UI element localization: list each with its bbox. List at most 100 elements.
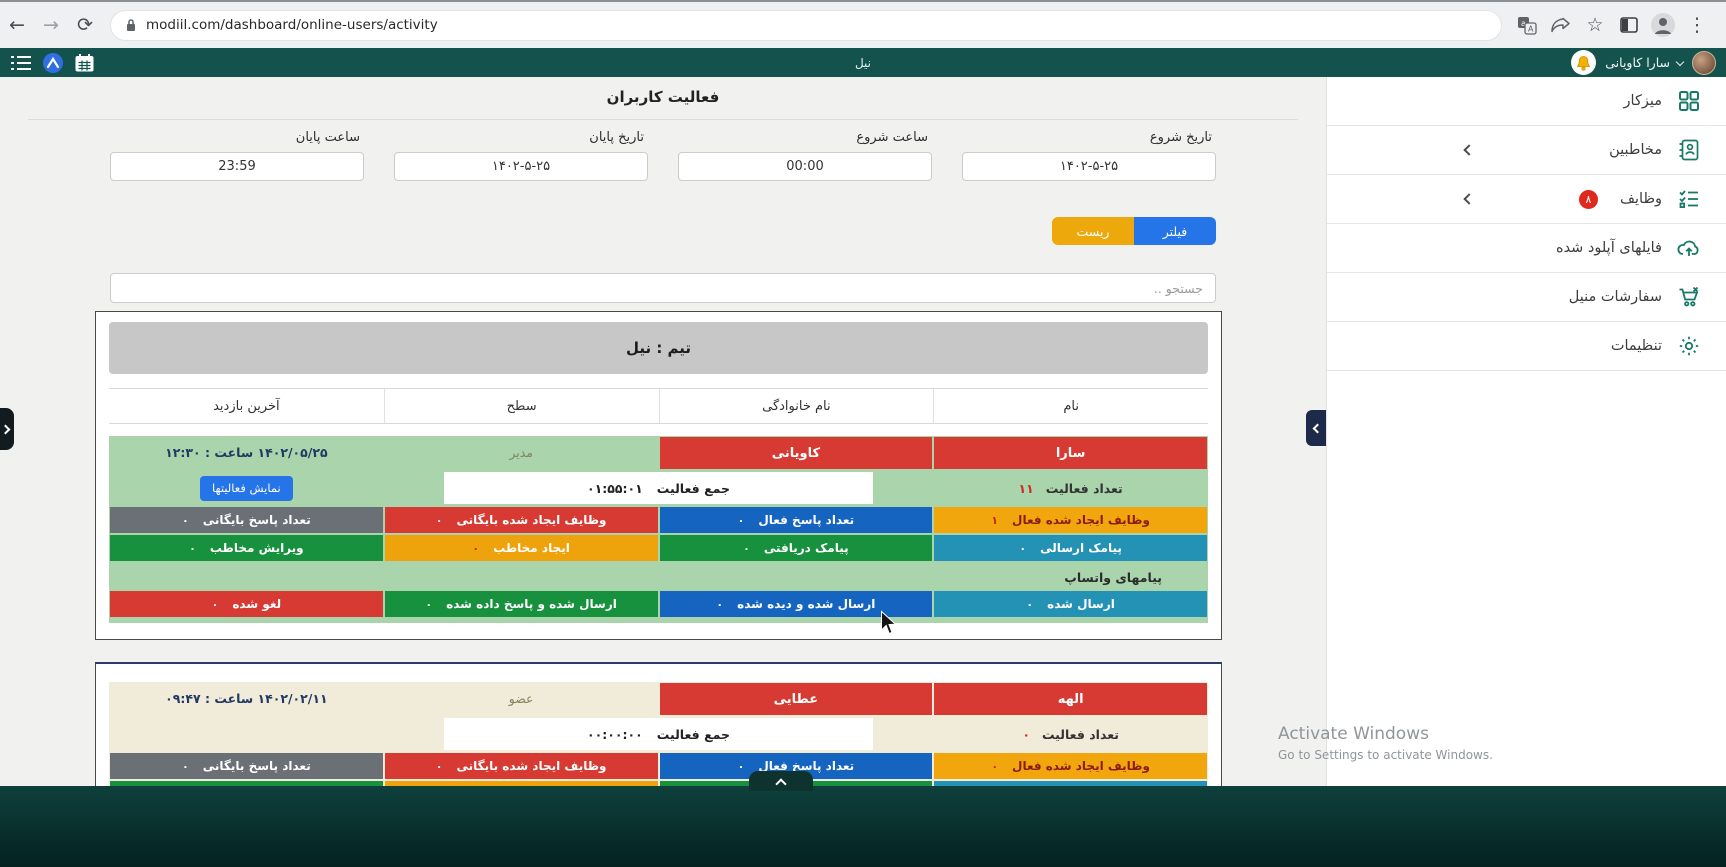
activity-row: تعداد فعالیت ۰ جمع فعالیت ۰۰:۰۰:۰۰ <box>109 718 1208 750</box>
side-panel-icon[interactable] <box>1616 8 1642 42</box>
bookmark-star-icon[interactable]: ☆ <box>1586 14 1604 36</box>
refresh-icon[interactable]: ⟳ <box>77 14 93 36</box>
reset-button[interactable]: ریست <box>1052 217 1134 245</box>
table-row: سارا کاویانی مدیر ۱۴۰۲/۰۵/۲۵ ساعت : ۱۲:۳… <box>109 436 1208 470</box>
active-tasks-stat: وظایف ایجاد شده فعال ۰ <box>934 753 1207 779</box>
end-date-input[interactable] <box>394 152 648 181</box>
chevron-right-icon <box>0 424 11 434</box>
calendar-icon[interactable] <box>74 53 95 73</box>
tasks-stats-row: وظایف ایجاد شده فعال ۱ تعداد پاسخ فعال ۰ و… <box>109 507 1208 533</box>
end-date-label: تاریخ پایان <box>589 130 644 145</box>
column-name: نام <box>933 389 1208 423</box>
start-date-input[interactable] <box>962 152 1216 181</box>
browser-toolbar: ← → ⟳ modiil.com/dashboard/online-users/… <box>0 0 1726 48</box>
modiil-logo-icon[interactable] <box>42 52 64 74</box>
avatar[interactable] <box>1692 50 1716 75</box>
archived-replies-stat: تعداد پاسخ بایگانی ۰ <box>110 507 383 533</box>
menu-kebab-icon[interactable]: ⋮ <box>1687 14 1707 36</box>
filter-buttons: فیلتر ریست <box>110 217 1216 245</box>
archived-replies-stat: تعداد پاسخ بایگانی ۰ <box>110 753 383 779</box>
main-content: فعالیت کاربران تاریخ شروع ساعت شروع تاری… <box>0 77 1326 867</box>
start-time-field-group: ساعت شروع <box>678 130 932 181</box>
table-row: الهه عطایی عضو ۱۴۰۲/۰۲/۱۱ ساعت : ۰۹:۴۷ <box>109 682 1208 716</box>
last-name-cell: عطایی <box>659 683 933 715</box>
app-top-bar: نیل سارا کاویانی <box>0 48 1726 77</box>
browser-profile-icon[interactable] <box>1650 8 1676 42</box>
sidebar-item-uploaded-files[interactable]: فایلهای آپلود شده <box>1327 224 1726 273</box>
show-activities-button[interactable]: نمایش فعالیتها <box>200 475 293 501</box>
level-cell: مدیر <box>509 444 533 460</box>
filter-button[interactable]: فیلتر <box>1134 217 1216 245</box>
activity-actions-cell: نمایش فعالیتها <box>109 472 384 504</box>
url-text: modiil.com/dashboard/online-users/activi… <box>146 17 438 33</box>
user-name-label: سارا کاویانی <box>1605 55 1670 70</box>
activity-sum-value: ۰۰:۰۰:۰۰ <box>586 726 643 742</box>
archived-tasks-stat: وظایف ایجاد شده بایگانی ۰ <box>384 753 658 779</box>
sidebar-item-label: میزکار <box>1623 93 1662 109</box>
activity-count-label: تعداد فعالیت <box>1041 726 1119 742</box>
tasks-badge: ۸ <box>1578 189 1598 209</box>
gear-icon <box>1676 335 1702 357</box>
cart-icon <box>1676 286 1702 308</box>
end-time-input[interactable] <box>110 152 364 181</box>
activity-sum-cell: جمع فعالیت ۰۰:۰۰:۰۰ <box>443 718 874 750</box>
svg-text:A: A <box>1528 25 1534 34</box>
sidebar-item-tasks[interactable]: وظایف ۸ <box>1327 175 1726 224</box>
chevron-left-icon <box>1463 144 1475 156</box>
end-date-field-group: تاریخ پایان <box>394 130 648 181</box>
first-name-cell: الهه <box>934 683 1207 715</box>
start-time-input[interactable] <box>678 152 932 181</box>
cloud-upload-icon <box>1676 237 1702 259</box>
sidebar-item-label: مخاطبین <box>1609 142 1662 158</box>
forward-icon[interactable]: → <box>43 14 59 36</box>
share-icon[interactable] <box>1548 8 1574 42</box>
last-visit-cell: ۱۴۰۲/۰۲/۱۱ ساعت : ۰۹:۴۷ <box>165 690 328 706</box>
svg-text:a: a <box>1521 19 1526 28</box>
back-icon[interactable]: ← <box>9 14 25 36</box>
sidebar-item-desk[interactable]: میزکار <box>1327 77 1726 126</box>
start-date-field-group: تاریخ شروع <box>962 130 1216 181</box>
activity-sum-cell: جمع فعالیت ۰۱:۵۵:۰۱ <box>443 472 874 504</box>
notifications-bell-icon[interactable] <box>1571 50 1597 75</box>
user-menu[interactable]: سارا کاویانی <box>1605 55 1685 70</box>
activity-row: تعداد فعالیت ۱۱ جمع فعالیت ۰۱:۵۵:۰۱ نمای… <box>109 472 1208 504</box>
level-cell: عضو <box>508 690 534 706</box>
sidebar-item-orders[interactable]: سفارشات منیل <box>1327 273 1726 322</box>
activity-sum-label: جمع فعالیت <box>656 726 731 742</box>
sidebar-item-label: تنظیمات <box>1610 338 1662 354</box>
last-visit-cell: ۱۴۰۲/۰۵/۲۵ ساعت : ۱۲:۳۰ <box>165 444 328 460</box>
active-replies-stat: تعداد پاسخ فعال ۰ <box>659 507 933 533</box>
left-drawer-handle[interactable] <box>0 408 14 450</box>
right-drawer-handle[interactable] <box>1306 410 1326 446</box>
sidebar-item-settings[interactable]: تنظیمات <box>1327 322 1726 371</box>
search-input[interactable] <box>110 273 1216 303</box>
task-lines-icon[interactable] <box>10 54 32 72</box>
task-list-icon <box>1676 188 1702 210</box>
address-bar[interactable]: modiil.com/dashboard/online-users/activi… <box>110 9 1502 41</box>
expand-up-control[interactable] <box>749 771 813 791</box>
activity-count-value: ۰ <box>1022 726 1030 742</box>
sidebar: میزکار مخاطبین وظایف ۸ فایلهای آپلود شده <box>1326 77 1726 867</box>
activity-actions-cell <box>109 718 384 750</box>
first-name-cell: سارا <box>934 437 1207 469</box>
active-tasks-stat: وظایف ایجاد شده فعال ۱ <box>934 507 1207 533</box>
chevron-left-icon <box>1312 423 1323 433</box>
archived-tasks-stat: وظایف ایجاد شده بایگانی ۰ <box>384 507 658 533</box>
activity-count-value: ۱۱ <box>1018 480 1034 496</box>
start-date-label: تاریخ شروع <box>1149 130 1212 145</box>
user-block: سارا کاویانی مدیر ۱۴۰۲/۰۵/۲۵ ساعت : ۱۲:۳… <box>109 436 1208 623</box>
whatsapp-section-header: پیامهای واتساپ <box>1064 569 1162 585</box>
sidebar-item-label: وظایف <box>1619 191 1662 207</box>
activity-sum-label: جمع فعالیت <box>656 480 731 496</box>
sidebar-item-contacts[interactable]: مخاطبین <box>1327 126 1726 175</box>
